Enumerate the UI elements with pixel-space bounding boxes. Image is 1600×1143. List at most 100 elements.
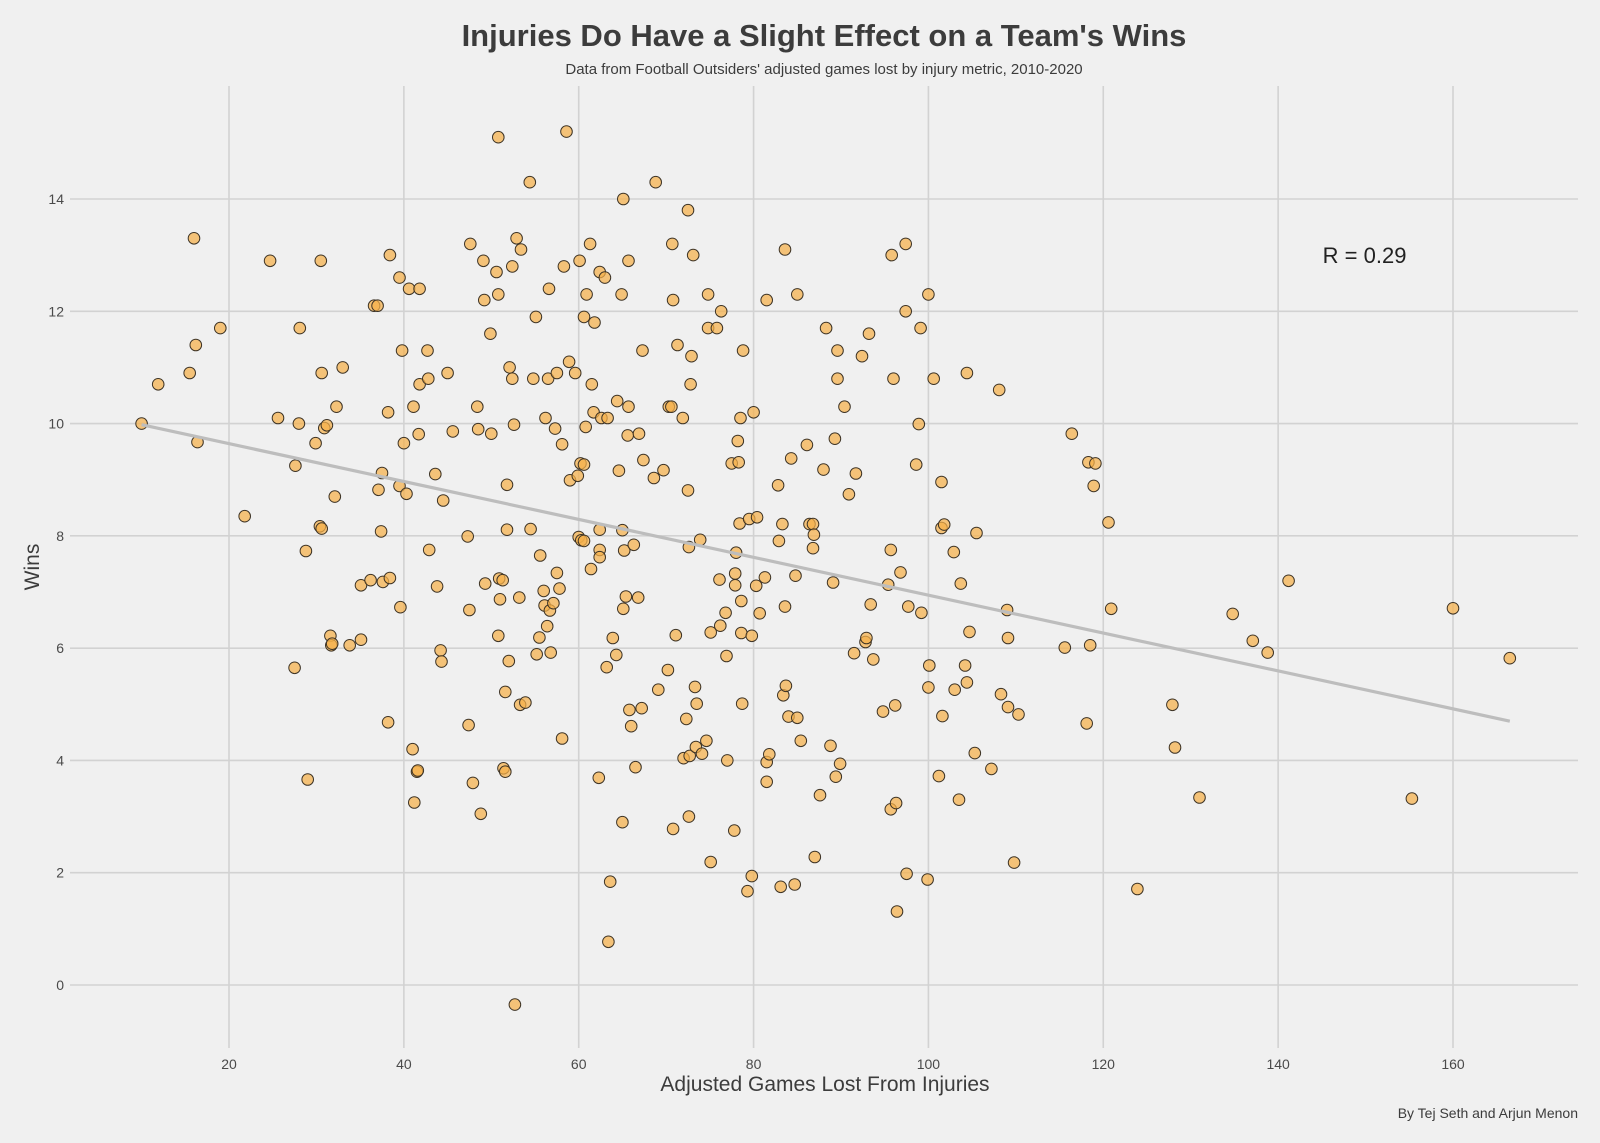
data-point — [684, 378, 697, 391]
data-point — [652, 683, 665, 697]
data-point — [557, 260, 571, 273]
x-tick-label: 120 — [1092, 1056, 1116, 1072]
data-point — [383, 571, 397, 585]
data-point — [831, 344, 844, 357]
data-point — [922, 681, 935, 694]
data-point — [671, 338, 684, 352]
y-tick-label: 12 — [48, 303, 64, 319]
data-point — [735, 626, 748, 640]
data-point — [1007, 856, 1021, 869]
data-point — [1087, 479, 1100, 493]
data-point — [922, 288, 935, 301]
data-point — [485, 427, 498, 441]
data-point — [314, 254, 328, 268]
data-point — [784, 452, 798, 465]
data-point — [666, 237, 679, 251]
data-point — [932, 769, 946, 783]
data-point — [547, 596, 560, 610]
data-point — [502, 654, 516, 668]
data-point — [1193, 791, 1206, 804]
data-point — [514, 243, 528, 256]
data-point — [537, 584, 551, 598]
data-point — [492, 288, 505, 301]
x-tick-label: 140 — [1266, 1056, 1290, 1072]
data-point — [588, 316, 601, 329]
data-point — [806, 517, 820, 531]
data-point — [665, 400, 678, 414]
data-point — [635, 701, 649, 715]
data-point — [666, 293, 680, 307]
data-point — [600, 660, 614, 674]
data-point — [492, 130, 505, 144]
data-point — [320, 419, 334, 432]
data-point — [571, 469, 585, 483]
data-point — [627, 538, 641, 552]
data-point — [603, 875, 617, 889]
data-point — [579, 420, 593, 434]
data-point — [555, 732, 569, 745]
data-point — [710, 321, 724, 335]
data-point — [325, 637, 339, 651]
data-point — [394, 600, 407, 614]
data-point — [947, 545, 961, 559]
data-point — [719, 606, 732, 620]
data-point — [800, 438, 814, 452]
data-point — [900, 867, 913, 881]
data-point — [758, 571, 772, 584]
data-point — [135, 417, 148, 430]
data-point — [508, 998, 522, 1011]
data-point — [813, 788, 827, 802]
chart-caption: By Tej Seth and Arjun Menon — [1398, 1105, 1578, 1121]
data-point — [690, 697, 704, 711]
data-point — [890, 905, 904, 918]
data-point — [838, 400, 851, 414]
data-point — [963, 625, 976, 639]
data-point — [540, 619, 554, 633]
data-point — [1065, 427, 1079, 441]
data-point — [623, 703, 636, 717]
x-tick-label: 160 — [1441, 1056, 1465, 1072]
data-point — [422, 372, 435, 386]
data-point — [478, 577, 492, 590]
data-point — [994, 687, 1008, 701]
data-point — [647, 471, 661, 485]
data-point — [430, 580, 444, 593]
data-point — [728, 824, 741, 837]
data-point — [372, 483, 385, 497]
data-point — [548, 422, 562, 435]
data-point — [263, 254, 277, 268]
data-point — [779, 679, 793, 693]
data-point — [328, 490, 342, 503]
data-point — [492, 629, 505, 643]
data-point — [960, 676, 974, 689]
data-point — [499, 685, 512, 699]
data-point — [471, 422, 485, 436]
data-point — [876, 705, 890, 718]
data-point — [749, 579, 763, 593]
data-point — [902, 600, 915, 613]
data-point — [407, 400, 420, 414]
data-point — [862, 327, 876, 341]
data-point — [309, 436, 322, 450]
data-point — [615, 288, 628, 301]
data-point — [713, 573, 726, 586]
data-point — [864, 598, 878, 611]
data-point — [461, 530, 475, 543]
data-point — [466, 776, 480, 790]
data-point — [507, 418, 521, 432]
data-point — [826, 576, 840, 589]
data-point — [899, 305, 913, 318]
x-tick-label: 100 — [917, 1056, 941, 1072]
data-point — [422, 543, 436, 557]
data-point — [760, 293, 774, 307]
data-point — [397, 436, 411, 450]
data-point — [496, 573, 510, 587]
data-point — [728, 567, 742, 580]
data-point — [383, 248, 397, 262]
data-point — [657, 463, 670, 477]
data-point — [364, 573, 377, 587]
data-point — [315, 366, 329, 380]
data-point — [1282, 574, 1295, 588]
data-point — [778, 243, 792, 256]
data-point — [704, 855, 718, 869]
